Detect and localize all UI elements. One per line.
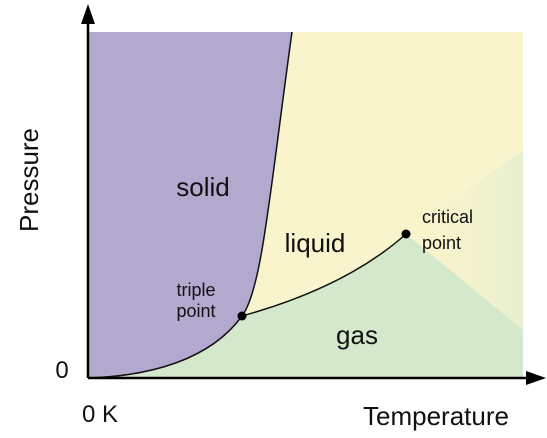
- gas-label: gas: [336, 320, 378, 350]
- critical-point-label: point: [422, 233, 461, 253]
- x-arrow: [526, 371, 546, 385]
- y-origin-label: 0: [55, 357, 68, 384]
- y-axis-label: Pressure: [14, 128, 44, 232]
- x-axis-label: Temperature: [363, 401, 509, 431]
- vaporization-curve: [241, 233, 407, 317]
- phase-boundary: [87, 31, 293, 379]
- triple-point-label: triple: [176, 280, 215, 300]
- liquid-label: liquid: [285, 228, 346, 258]
- solid-label: solid: [176, 172, 229, 202]
- critical-point-dot: [401, 229, 411, 239]
- y-arrow: [81, 4, 95, 24]
- solid-region: [88, 32, 292, 378]
- gas-region: [88, 234, 523, 378]
- triple-point-dot: [237, 311, 247, 321]
- x-origin-label: 0 K: [82, 401, 118, 428]
- critical-point-label: critical: [422, 207, 473, 227]
- triple-point-label: point: [176, 301, 215, 321]
